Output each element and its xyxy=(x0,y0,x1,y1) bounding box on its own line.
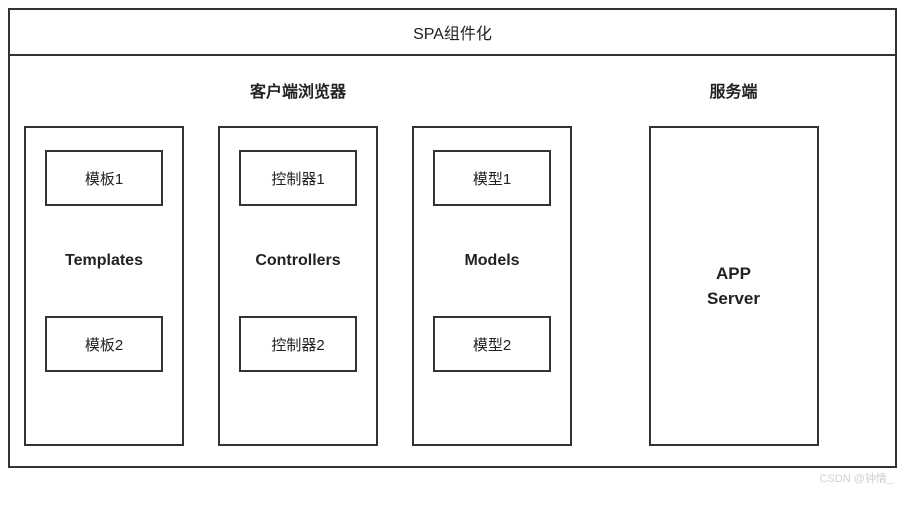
controllers-top-box: 控制器1 xyxy=(239,150,357,206)
controllers-column: 控制器1 Controllers 控制器2 xyxy=(218,126,378,446)
diagram-outer: SPA组件化 客户端浏览器 模板1 Templates 模板2 控制器1 Con… xyxy=(8,8,897,468)
diagram-body: 客户端浏览器 模板1 Templates 模板2 控制器1 Controller… xyxy=(10,56,895,466)
templates-top-box: 模板1 xyxy=(45,150,163,206)
controllers-label: Controllers xyxy=(255,252,340,270)
server-box: APP Server xyxy=(649,126,819,446)
models-label: Models xyxy=(464,252,519,270)
controllers-bottom-box: 控制器2 xyxy=(239,316,357,372)
models-bottom-box: 模型2 xyxy=(433,316,551,372)
client-section: 客户端浏览器 模板1 Templates 模板2 控制器1 Controller… xyxy=(10,56,582,466)
client-heading: 客户端浏览器 xyxy=(24,78,572,102)
diagram-title: SPA组件化 xyxy=(10,10,895,56)
server-section: 服务端 APP Server xyxy=(582,56,895,466)
models-column: 模型1 Models 模型2 xyxy=(412,126,572,446)
models-top-box: 模型1 xyxy=(433,150,551,206)
templates-column: 模板1 Templates 模板2 xyxy=(24,126,184,446)
client-columns: 模板1 Templates 模板2 控制器1 Controllers 控制器2 … xyxy=(24,126,572,446)
templates-bottom-box: 模板2 xyxy=(45,316,163,372)
templates-label: Templates xyxy=(65,252,143,270)
watermark: CSDN @钟情_ xyxy=(8,470,899,486)
server-heading: 服务端 xyxy=(709,78,757,102)
server-wrapper: APP Server xyxy=(592,126,875,446)
